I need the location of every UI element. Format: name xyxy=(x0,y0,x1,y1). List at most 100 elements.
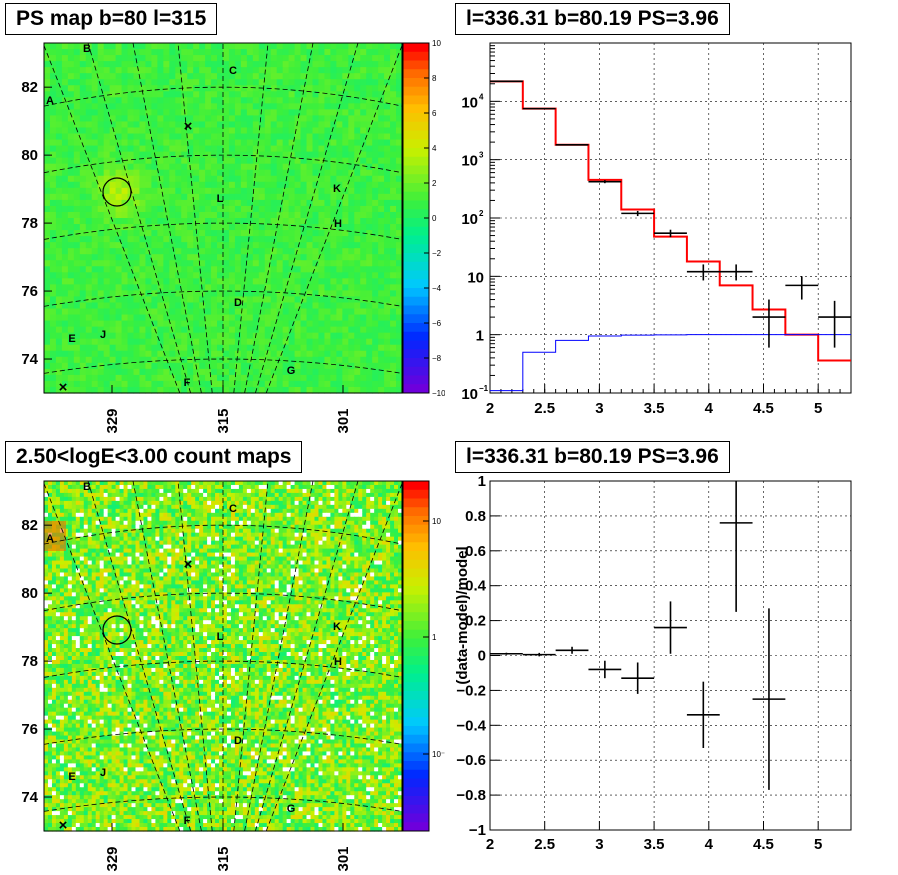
source-label-l: L xyxy=(217,631,224,643)
y-tick-exponent: 2 xyxy=(479,209,484,218)
x-tick-label: 4 xyxy=(705,400,714,417)
x-tick-label: 4.5 xyxy=(753,836,774,853)
x-tick-label: 2 xyxy=(486,836,494,853)
graticule xyxy=(42,42,404,394)
map-pixels xyxy=(44,43,403,394)
y-tick-label: −0.2 xyxy=(456,682,486,699)
y-tick-label: 74 xyxy=(21,351,38,368)
x-tick-label: 2.5 xyxy=(534,400,555,417)
y-tick-label: 1 xyxy=(476,328,484,345)
source-circle xyxy=(102,615,132,645)
cross-marker: × xyxy=(184,118,193,135)
longitude-line xyxy=(132,480,202,832)
x-tick-label: 2 xyxy=(486,400,494,417)
y-tick-label: 78 xyxy=(21,653,38,670)
y-tick-label: 10 xyxy=(461,153,478,170)
x-tick-label: 301 xyxy=(335,408,352,433)
colorbar xyxy=(403,481,429,832)
longitude-line xyxy=(265,480,404,832)
data-point xyxy=(621,210,655,217)
model-step-line xyxy=(490,80,851,362)
source-label-g: G xyxy=(287,803,296,815)
graticule xyxy=(42,480,404,832)
source-label-h: H xyxy=(334,218,342,230)
latitude-line xyxy=(43,154,403,174)
source-label-c: C xyxy=(229,65,237,77)
source-label-k: K xyxy=(333,183,341,195)
ps-map-title: PS map b=80 l=315 xyxy=(5,3,218,35)
source-label-e: E xyxy=(68,771,75,783)
count-map-title: 2.50<logE<3.00 count maps xyxy=(5,441,303,473)
y-tick-label: 0.8 xyxy=(465,508,486,525)
x-tick-label: 3.5 xyxy=(644,400,665,417)
y-tick-label: 0 xyxy=(478,648,486,665)
longitude-line xyxy=(244,42,314,394)
data-point xyxy=(588,180,622,184)
longitude-line xyxy=(87,42,191,394)
hotspot-a xyxy=(44,521,66,551)
source-label-l: L xyxy=(217,193,224,205)
source-label-a: A xyxy=(46,533,54,545)
source-circle xyxy=(102,177,132,207)
y-tick-label: 0.4 xyxy=(465,578,487,595)
residual-point xyxy=(654,601,687,654)
colorbar-frame xyxy=(402,480,430,832)
residual-point xyxy=(490,652,523,655)
source-label-f: F xyxy=(184,377,191,389)
x-tick-label: 301 xyxy=(335,846,352,871)
longitude-line xyxy=(233,480,269,832)
colorbar-tick-label: −8 xyxy=(432,354,442,363)
source-label-b: B xyxy=(83,43,91,55)
longitude-line xyxy=(265,42,404,394)
longitude-line xyxy=(244,480,314,832)
source-label-j: J xyxy=(100,767,106,779)
colorbar-tick-label: −6 xyxy=(432,319,442,328)
residual-point xyxy=(588,660,622,679)
latitude-line xyxy=(43,728,403,745)
x-tick-label: 5 xyxy=(814,836,822,853)
y-tick-label: 76 xyxy=(21,721,38,738)
y-tick-label: 1 xyxy=(478,473,486,490)
y-tick-label: −0.8 xyxy=(456,787,486,804)
longitude-line xyxy=(177,480,213,832)
ps-map-chart: 74 76 78 80 82 329 315 301 A B C D E F G H J K L × × 10 8 6 4 2 0 −… xyxy=(21,39,445,434)
residual-title: l=336.31 b=80.19 PS=3.96 xyxy=(455,441,730,473)
data-point xyxy=(555,143,589,146)
colorbar-tick-label: −10 xyxy=(432,389,445,398)
background-step-line xyxy=(490,334,851,392)
source-label-j: J xyxy=(100,329,106,341)
data-point xyxy=(719,264,753,281)
longitude-line xyxy=(233,42,269,394)
source-label-e: E xyxy=(68,333,75,345)
cross-marker: × xyxy=(59,379,68,396)
y-tick-label: 10 xyxy=(461,94,478,111)
x-tick-label: 4.5 xyxy=(753,400,774,417)
x-tick-label: 3.5 xyxy=(644,836,665,853)
longitude-line xyxy=(42,480,181,832)
source-label-k: K xyxy=(333,621,341,633)
grid xyxy=(490,480,851,831)
y-tick-label: 76 xyxy=(21,283,38,300)
longitude-line xyxy=(255,480,359,832)
y-tick-label: 82 xyxy=(21,79,38,96)
source-label-d: D xyxy=(234,297,242,309)
y-tick-exponent: −1 xyxy=(479,384,489,393)
data-point xyxy=(522,107,556,110)
y-tick-exponent: 4 xyxy=(479,92,484,101)
residual-point xyxy=(522,652,556,657)
count-map-chart: 74 76 78 80 82 329 315 301 A B C D E F G H J K L × × 10 1 10⁻¹ xyxy=(21,480,445,872)
source-label-h: H xyxy=(334,656,342,668)
source-label-f: F xyxy=(184,815,191,827)
cross-marker: × xyxy=(59,817,68,834)
colorbar-tick-label: 8 xyxy=(432,74,437,83)
latitude-line xyxy=(43,592,403,612)
residual-point xyxy=(752,608,786,790)
source-label-b: B xyxy=(83,481,91,493)
colorbar-tick-label: 1 xyxy=(432,633,437,642)
x-tick-label: 3 xyxy=(595,836,603,853)
residual-point xyxy=(719,481,753,612)
colorbar-tick-label: 4 xyxy=(432,144,437,153)
source-label-a: A xyxy=(46,95,54,107)
y-axis-label: (data-model)/model xyxy=(454,546,471,684)
